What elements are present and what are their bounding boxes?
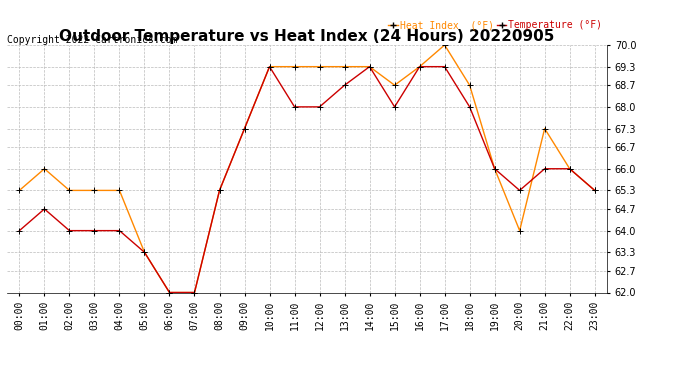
Text: Copyright 2022 Cartronics.com: Copyright 2022 Cartronics.com [7,35,177,45]
Title: Outdoor Temperature vs Heat Index (24 Hours) 20220905: Outdoor Temperature vs Heat Index (24 Ho… [59,29,555,44]
Legend: Heat Index  (°F), Temperature (°F): Heat Index (°F), Temperature (°F) [388,20,602,30]
